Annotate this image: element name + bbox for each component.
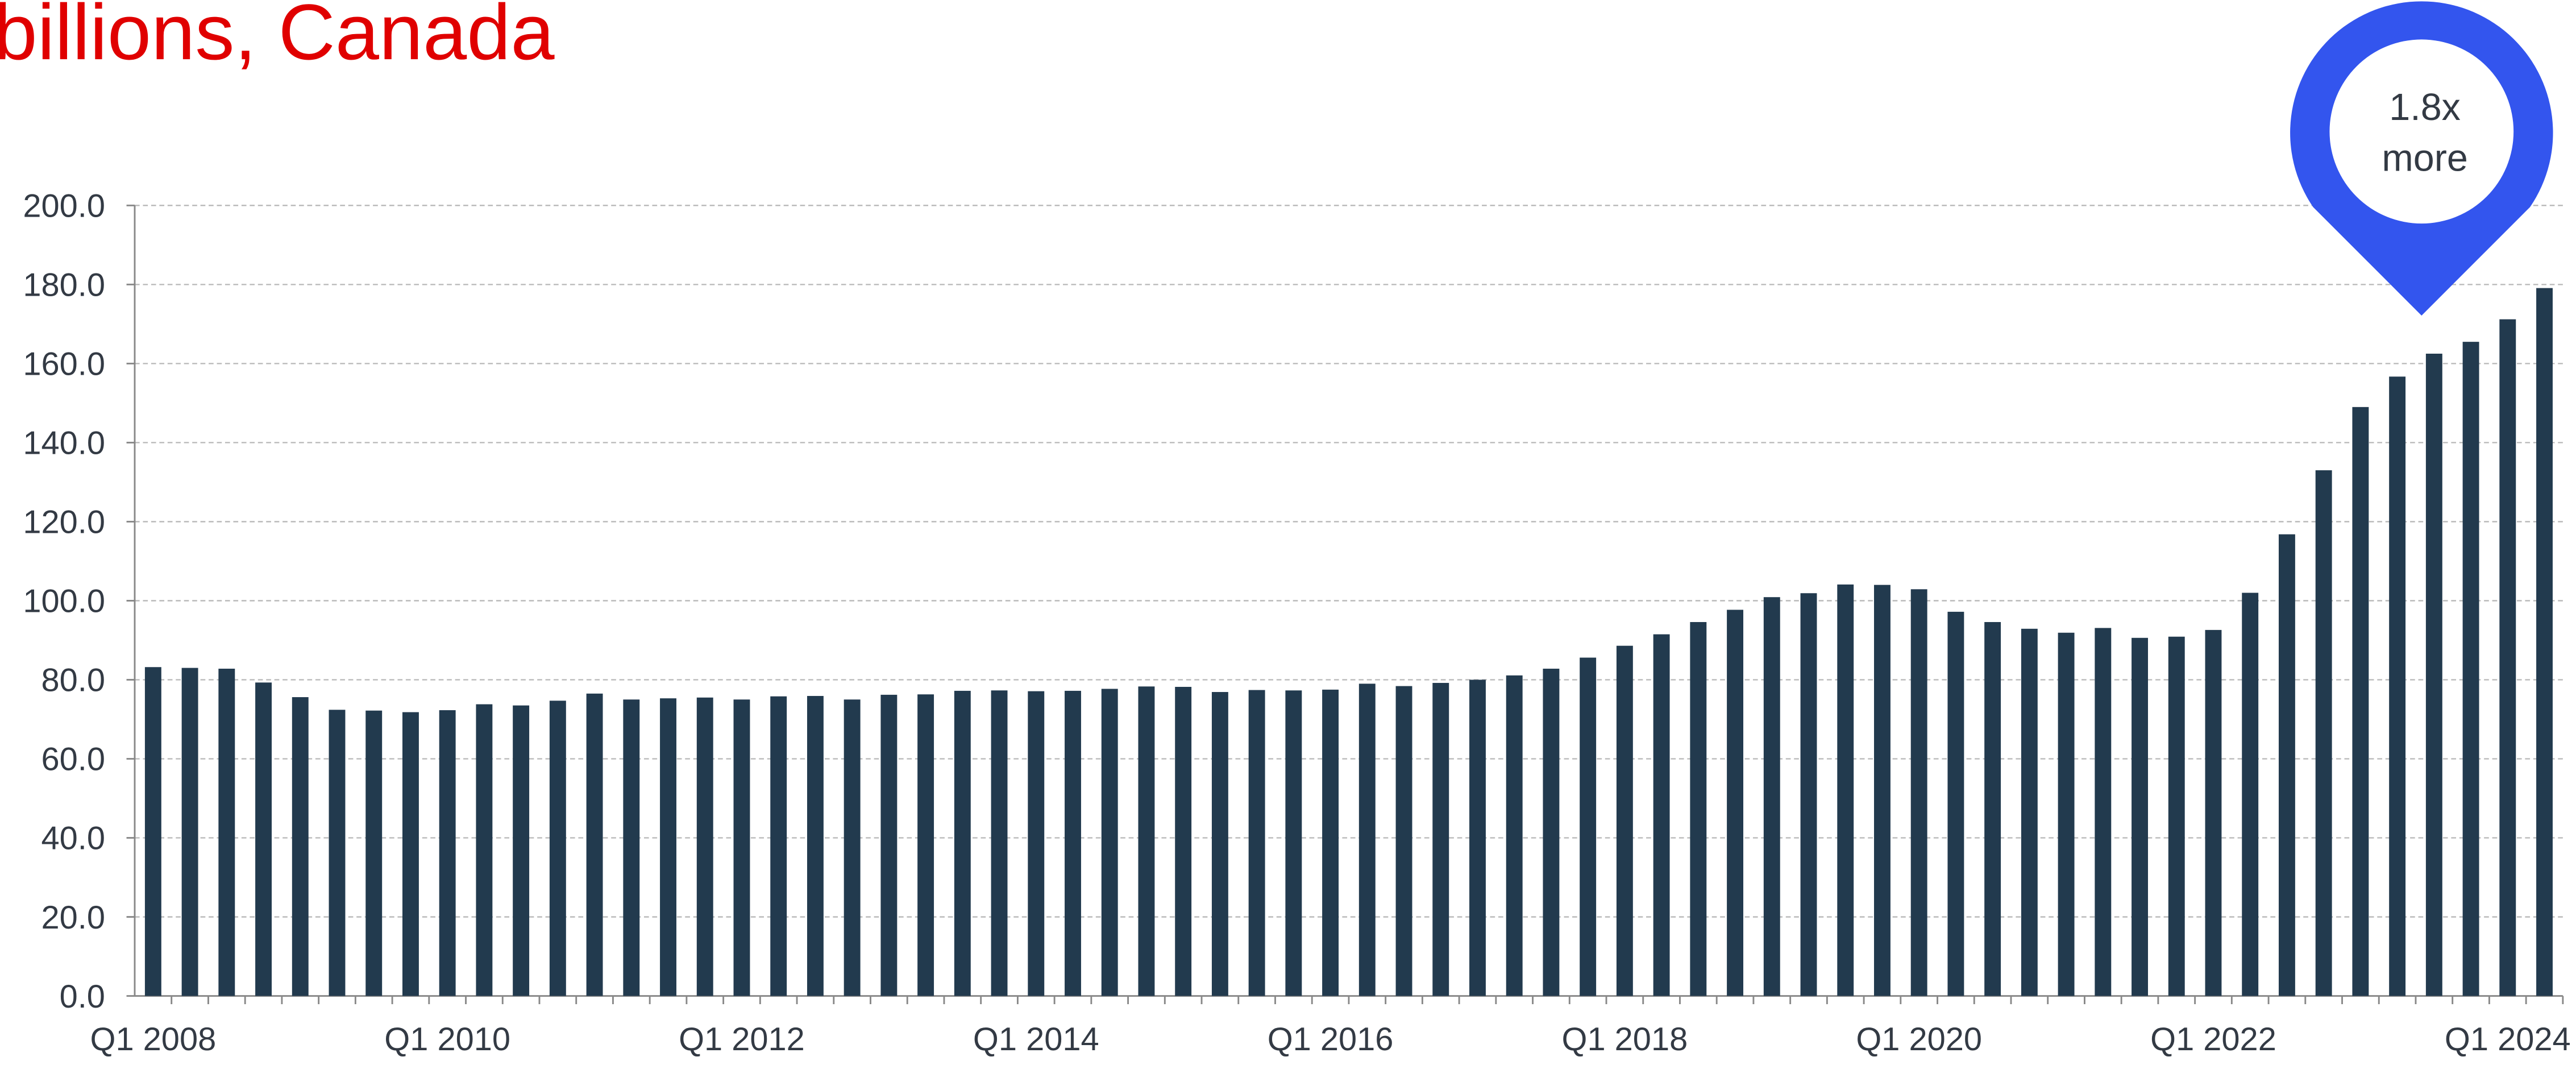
bar [1358, 683, 1376, 996]
bar [1800, 593, 1817, 996]
bar [1432, 683, 1449, 996]
x-tick-label: Q1 2018 [1562, 1021, 1688, 1058]
bar [1285, 690, 1302, 996]
bar [2278, 534, 2295, 996]
bar [549, 701, 566, 996]
bar [329, 710, 346, 996]
bar [991, 690, 1008, 996]
bar [807, 695, 824, 996]
y-tick-label: 0.0 [60, 979, 105, 1015]
y-tick-label: 160.0 [23, 346, 105, 383]
chart-title: billions, Canada [0, 0, 555, 76]
bar [880, 694, 898, 996]
x-tick-label: Q1 2024 [2445, 1021, 2571, 1058]
bar [2315, 470, 2332, 996]
x-tick-label: Q1 2016 [1268, 1021, 1394, 1058]
bar [733, 699, 750, 996]
bar [181, 668, 198, 996]
bar [1469, 679, 1486, 996]
x-tick-label: Q1 2010 [384, 1021, 510, 1058]
bar [954, 690, 971, 996]
bar [2462, 342, 2479, 996]
bar [2389, 376, 2406, 996]
bar [2021, 628, 2038, 996]
bar [1065, 690, 1081, 996]
bar [1763, 597, 1780, 996]
bar [1910, 589, 1927, 996]
bar [513, 705, 530, 996]
bar [1138, 686, 1155, 996]
y-tick-label: 200.0 [23, 188, 105, 225]
bar [586, 693, 603, 996]
y-tick-label: 180.0 [23, 267, 105, 304]
bar [1101, 689, 1118, 996]
bar [144, 667, 161, 996]
bar [844, 699, 861, 996]
bar [1874, 585, 1891, 996]
bar [696, 697, 713, 996]
annotation-text: 1.8x [2389, 86, 2461, 129]
annotation-text: more [2382, 138, 2467, 180]
bar [1947, 611, 1964, 996]
bar [1543, 669, 1560, 996]
y-tick-label: 60.0 [41, 741, 105, 778]
bar [1580, 657, 1597, 996]
y-tick-label: 100.0 [23, 583, 105, 620]
bar [365, 710, 383, 996]
y-tick-label: 20.0 [41, 900, 105, 936]
bar [623, 699, 640, 996]
bar [2168, 636, 2185, 996]
bar [1248, 690, 1265, 996]
bar [1395, 686, 1412, 996]
bar [1690, 621, 1707, 996]
annotation-pin: 1.8x more [2290, 1, 2553, 316]
plot-area: 0.0 20.0 40.0 60.0 80.0 100.0 120.0 140.0 160.0 1… [23, 188, 2570, 1058]
bar [2095, 628, 2112, 996]
bar [1028, 691, 1045, 996]
y-tick-label: 80.0 [41, 662, 105, 699]
bar [1727, 610, 1744, 996]
bar [2058, 632, 2075, 996]
bar [1837, 584, 1854, 996]
bar [1653, 634, 1670, 996]
bar [1211, 692, 1228, 996]
bar [2425, 353, 2442, 996]
bar [476, 704, 493, 996]
bar [770, 696, 787, 996]
bar [2205, 629, 2222, 996]
bar [439, 710, 456, 996]
x-tick-label: Q1 2008 [90, 1021, 217, 1058]
x-tick-label: Q1 2014 [973, 1021, 1099, 1058]
bar [402, 712, 419, 996]
x-tick-label: Q1 2022 [2150, 1021, 2276, 1058]
y-tick-label: 120.0 [23, 504, 105, 541]
bar [2352, 407, 2369, 996]
bar [1984, 621, 2001, 996]
x-tick-label: Q1 2012 [679, 1021, 805, 1058]
bar [660, 698, 676, 996]
y-tick-label: 40.0 [41, 820, 105, 857]
bar [917, 694, 934, 996]
bar [218, 669, 235, 996]
bar [1322, 689, 1339, 996]
pin-inner [2329, 39, 2514, 224]
bar [2132, 637, 2148, 996]
x-tick-label: Q1 2020 [1856, 1021, 1982, 1058]
bar [292, 697, 309, 996]
bar [2242, 592, 2259, 996]
bar [1175, 686, 1192, 996]
bar [2499, 319, 2516, 996]
bar [2536, 288, 2553, 996]
bar [255, 682, 272, 996]
bar [1506, 675, 1523, 996]
bar [1616, 645, 1633, 996]
y-tick-label: 140.0 [23, 425, 105, 462]
